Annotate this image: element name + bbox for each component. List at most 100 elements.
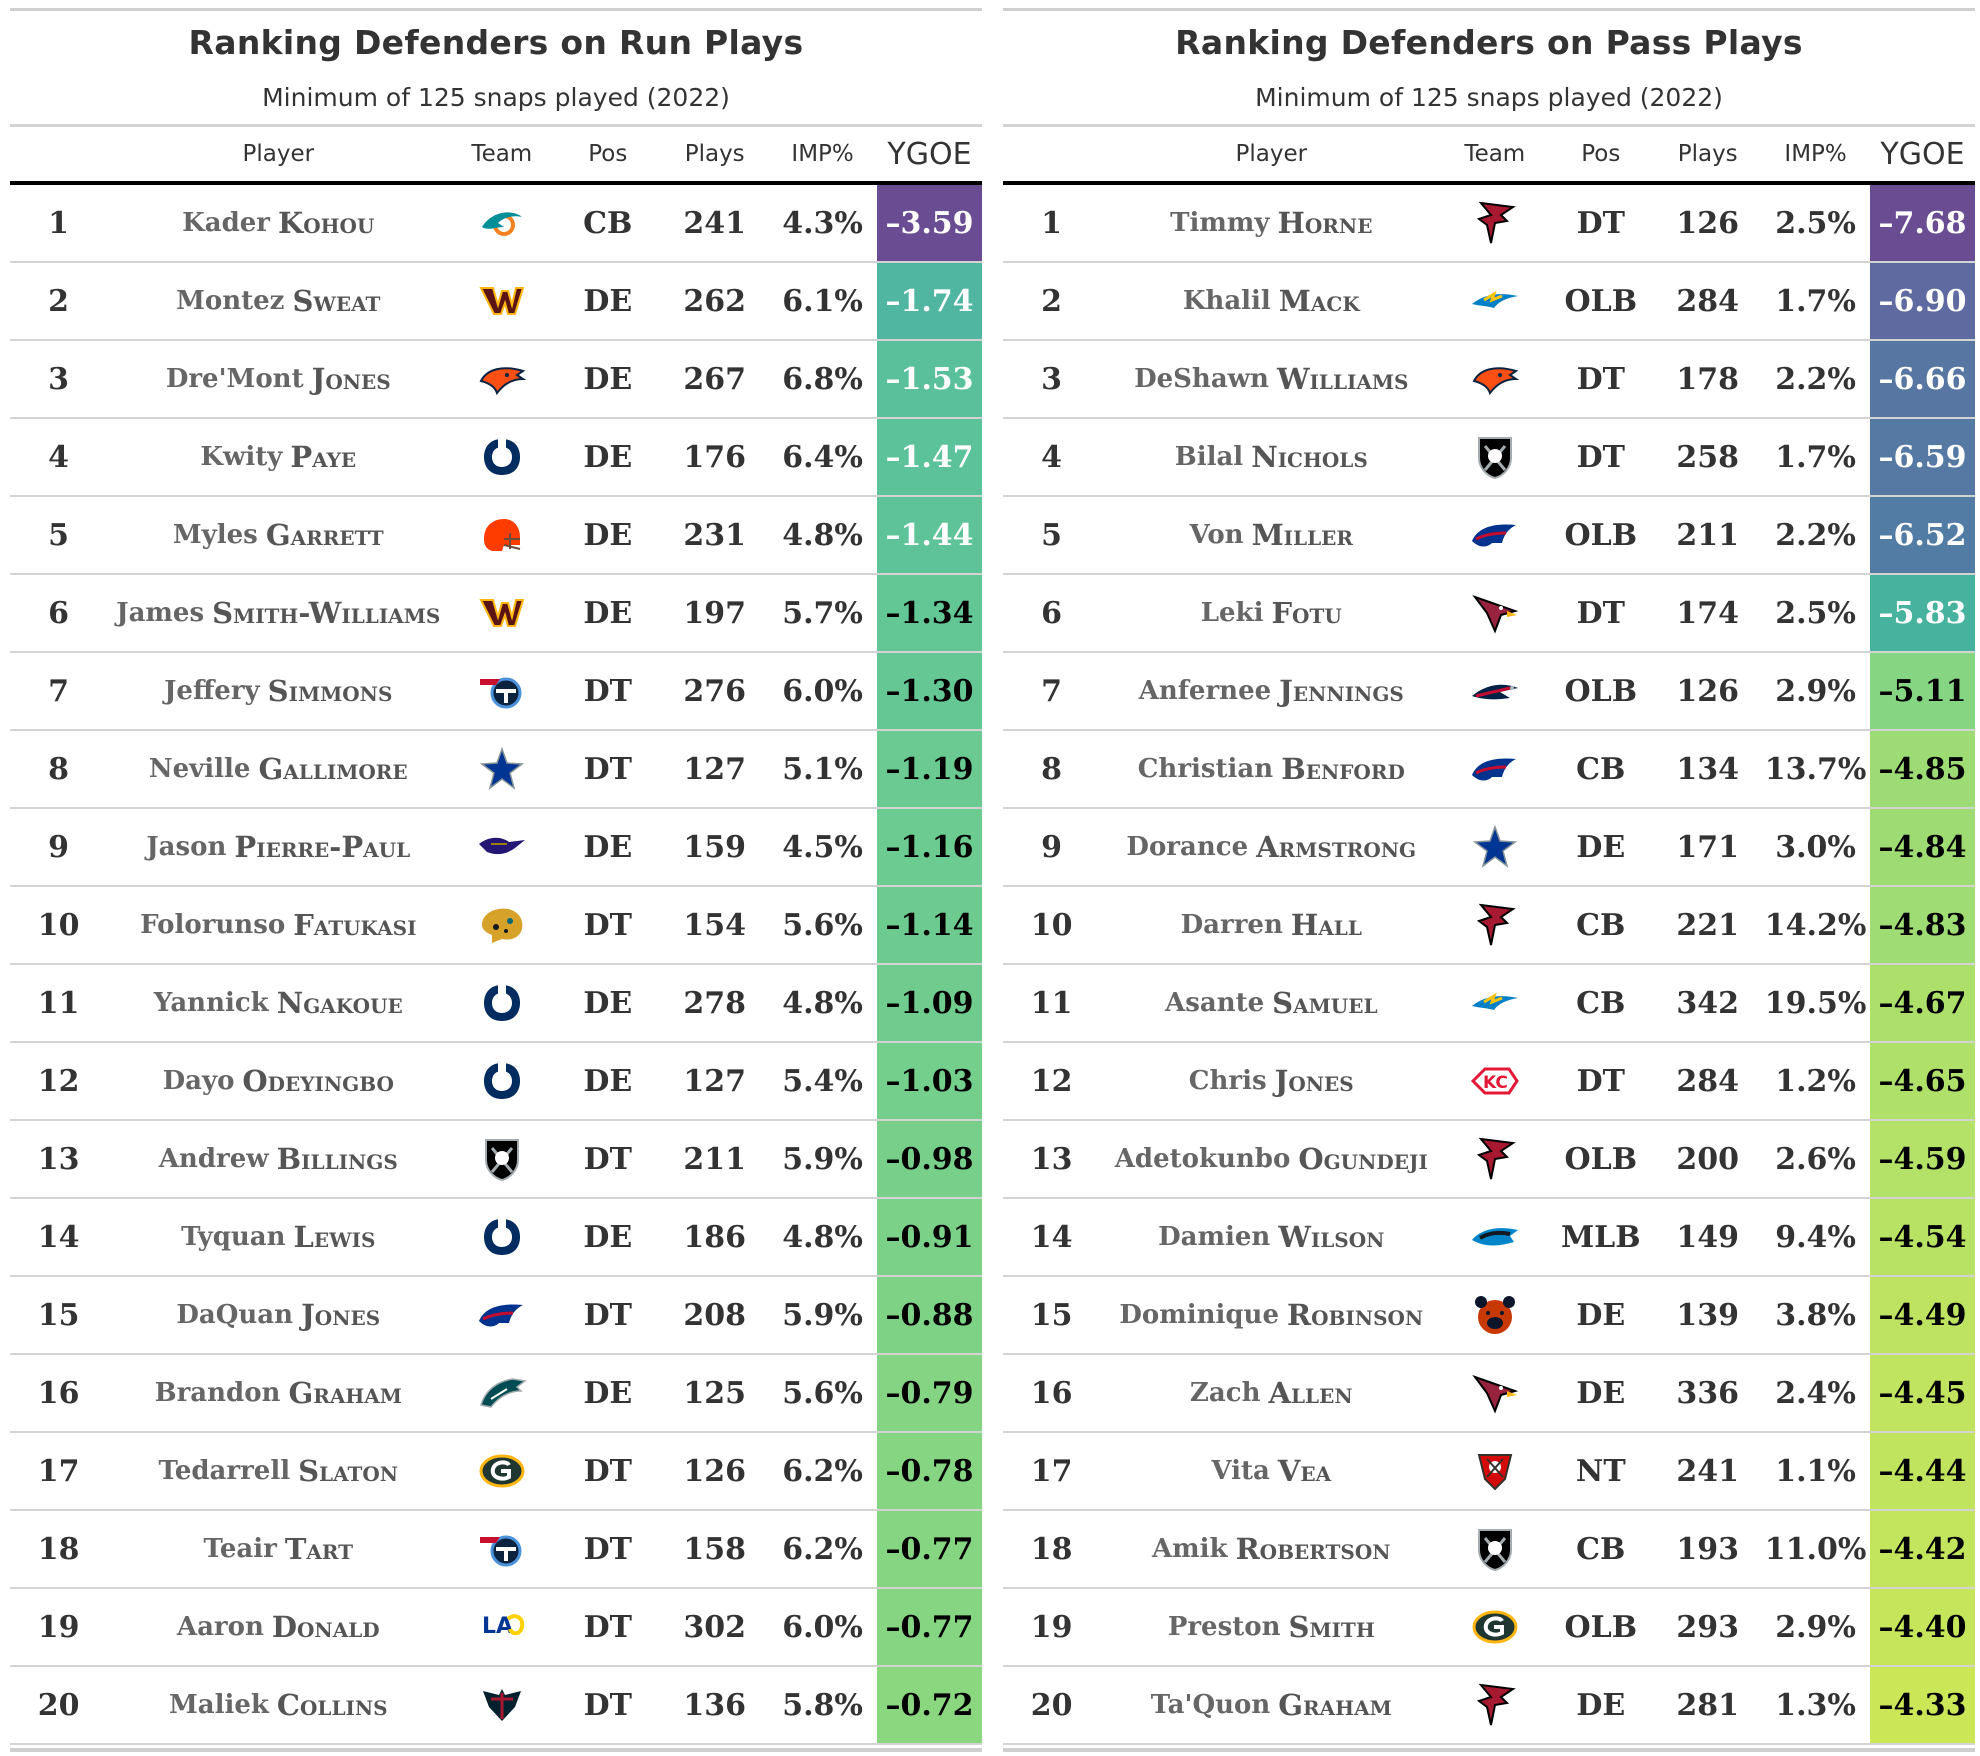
jaguars-logo bbox=[449, 887, 554, 963]
player-first-name: Jason bbox=[146, 832, 227, 862]
texans-logo bbox=[449, 1667, 554, 1743]
chargers-logo bbox=[1442, 263, 1547, 339]
player-first-name: Myles bbox=[172, 520, 258, 550]
colts-logo bbox=[449, 419, 554, 495]
position-cell: DT bbox=[1576, 361, 1625, 397]
player-name-cell: Anfernee Jennings bbox=[1100, 653, 1442, 729]
ygoe-cell: –4.65 bbox=[1870, 1043, 1975, 1119]
rank-cell: 16 bbox=[37, 1375, 80, 1411]
ygoe-cell: –1.53 bbox=[877, 341, 982, 417]
table-row: 16 Zach Allen DE 336 2.4% –4.45 bbox=[1003, 1355, 1975, 1433]
imp-percent-cell: 2.2% bbox=[1775, 517, 1856, 553]
rank-cell: 7 bbox=[1041, 673, 1063, 709]
player-last-name: Pierre-Paul bbox=[234, 830, 411, 864]
rank-cell: 15 bbox=[37, 1297, 80, 1333]
rank-cell: 19 bbox=[1030, 1609, 1073, 1645]
imp-percent-cell: 2.5% bbox=[1775, 595, 1856, 631]
imp-percent-cell: 1.2% bbox=[1775, 1063, 1856, 1099]
position-cell: DE bbox=[583, 361, 633, 397]
imp-percent-cell: 3.0% bbox=[1775, 829, 1856, 865]
imp-percent-cell: 6.4% bbox=[782, 439, 863, 475]
table-row: 11 Yannick Ngakoue DE 278 4.8% –1.09 bbox=[10, 965, 982, 1043]
player-last-name: Collins bbox=[276, 1688, 388, 1722]
player-name-cell: Christian Benford bbox=[1100, 731, 1442, 807]
plays-cell: 176 bbox=[683, 439, 746, 475]
header-rank bbox=[10, 128, 107, 181]
plays-cell: 126 bbox=[1676, 673, 1739, 709]
rank-cell: 15 bbox=[1030, 1297, 1073, 1333]
table-row: 6 James Smith-Williams DE 197 5.7% –1.34 bbox=[10, 575, 982, 653]
ygoe-cell: –0.78 bbox=[877, 1433, 982, 1509]
ygoe-cell: –1.47 bbox=[877, 419, 982, 495]
imp-percent-cell: 1.3% bbox=[1775, 1687, 1856, 1723]
player-first-name: Kader bbox=[182, 208, 271, 238]
ygoe-cell: –1.09 bbox=[877, 965, 982, 1041]
table-row: 10 Darren Hall CB 221 14.2% –4.83 bbox=[1003, 887, 1975, 965]
table-row: 7 Jeffery Simmons DT 276 6.0% –1.30 bbox=[10, 653, 982, 731]
player-name-cell: Vita Vea bbox=[1100, 1433, 1442, 1509]
plays-cell: 241 bbox=[683, 205, 746, 241]
player-first-name: DeShawn bbox=[1134, 364, 1269, 394]
imp-percent-cell: 19.5% bbox=[1764, 985, 1867, 1021]
plays-cell: 284 bbox=[1676, 1063, 1739, 1099]
player-name-cell: Kader Kohou bbox=[107, 185, 449, 261]
player-first-name: Dorance bbox=[1126, 832, 1249, 862]
position-cell: DT bbox=[583, 673, 632, 709]
position-cell: DE bbox=[583, 1375, 633, 1411]
table-body: 1 Timmy Horne DT 126 2.5% –7.68 2 Khalil Mack OLB 2… bbox=[1003, 185, 1975, 1745]
imp-percent-cell: 14.2% bbox=[1764, 907, 1867, 943]
imp-percent-cell: 13.7% bbox=[1764, 751, 1867, 787]
player-last-name: Tart bbox=[284, 1532, 354, 1566]
imp-percent-cell: 1.7% bbox=[1775, 283, 1856, 319]
imp-percent-cell: 4.8% bbox=[782, 985, 863, 1021]
plays-cell: 193 bbox=[1676, 1531, 1739, 1567]
ygoe-cell: –4.33 bbox=[1870, 1667, 1975, 1743]
plays-cell: 262 bbox=[683, 283, 746, 319]
table-row: 19 Aaron Donald LA DT 302 6.0% –0.77 bbox=[10, 1589, 982, 1667]
position-cell: DT bbox=[583, 1531, 632, 1567]
cardinals-logo bbox=[1442, 1355, 1547, 1431]
player-last-name: Donald bbox=[271, 1610, 380, 1644]
player-last-name: Miller bbox=[1251, 518, 1354, 552]
rank-cell: 2 bbox=[48, 283, 70, 319]
packers-logo bbox=[1442, 1589, 1547, 1665]
table-row: 3 DeShawn Williams DT 178 2.2% –6.66 bbox=[1003, 341, 1975, 419]
plays-cell: 186 bbox=[683, 1219, 746, 1255]
table-row: 18 Amik Robertson CB 193 11.0% –4.42 bbox=[1003, 1511, 1975, 1589]
rank-cell: 11 bbox=[37, 985, 80, 1021]
player-name-cell: Asante Samuel bbox=[1100, 965, 1442, 1041]
position-cell: CB bbox=[1576, 1531, 1626, 1567]
player-last-name: Fatukasi bbox=[293, 908, 417, 942]
ygoe-cell: –1.19 bbox=[877, 731, 982, 807]
imp-percent-cell: 5.1% bbox=[782, 751, 863, 787]
cardinals-logo bbox=[1442, 575, 1547, 651]
position-cell: CB bbox=[1576, 985, 1626, 1021]
player-last-name: Allen bbox=[1268, 1376, 1353, 1410]
raiders-logo bbox=[449, 1121, 554, 1197]
player-last-name: Sweat bbox=[292, 284, 381, 318]
ygoe-cell: –4.59 bbox=[1870, 1121, 1975, 1197]
position-cell: DE bbox=[583, 283, 633, 319]
rank-cell: 3 bbox=[48, 361, 70, 397]
player-name-cell: Adetokunbo Ogundeji bbox=[1100, 1121, 1442, 1197]
ygoe-cell: –6.59 bbox=[1870, 419, 1975, 495]
rank-cell: 9 bbox=[1041, 829, 1063, 865]
header-imp: IMP% bbox=[1784, 141, 1847, 167]
player-last-name: Samuel bbox=[1272, 986, 1378, 1020]
player-last-name: Smith bbox=[1288, 1610, 1375, 1644]
position-cell: DT bbox=[583, 1609, 632, 1645]
table-row: 13 Adetokunbo Ogundeji OLB 200 2.6% –4.59 bbox=[1003, 1121, 1975, 1199]
player-name-cell: Brandon Graham bbox=[107, 1355, 449, 1431]
header-pos: Pos bbox=[1581, 141, 1621, 167]
rank-cell: 4 bbox=[48, 439, 70, 475]
header-rule bbox=[1003, 181, 1975, 185]
raiders-logo bbox=[1442, 419, 1547, 495]
ygoe-cell: –4.40 bbox=[1870, 1589, 1975, 1665]
plays-cell: 126 bbox=[683, 1453, 746, 1489]
player-first-name: Anfernee bbox=[1138, 676, 1272, 706]
bottom-rule bbox=[1003, 1748, 1975, 1752]
patriots-logo bbox=[1442, 653, 1547, 729]
player-name-cell: Darren Hall bbox=[1100, 887, 1442, 963]
bills-logo bbox=[449, 1277, 554, 1353]
rank-cell: 19 bbox=[37, 1609, 80, 1645]
